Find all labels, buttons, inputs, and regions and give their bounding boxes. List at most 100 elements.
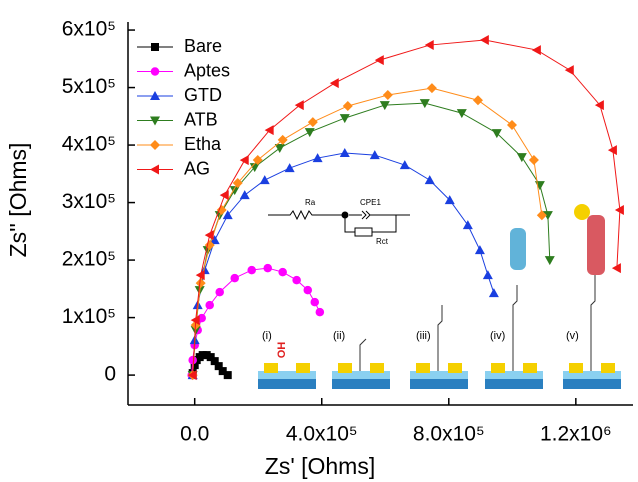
series-line [192,102,551,376]
y-tick-label: 0 [104,363,116,386]
data-point [198,351,207,360]
data-point [259,175,270,185]
data-point [479,35,489,46]
data-point [216,205,227,216]
step-label: (iii) [416,330,431,342]
data-point [202,351,211,360]
data-point [206,353,215,362]
data-point [204,230,214,241]
data-point [232,178,243,189]
data-point [491,129,502,139]
y-tick-label: 4x10⁵ [62,133,116,156]
data-point [444,195,455,205]
data-point [426,83,437,94]
legend-marker [150,164,159,175]
data-point [264,125,274,136]
step-label: (iv) [490,330,505,342]
data-point [474,245,485,255]
data-point [307,117,318,128]
y-tick-label: 2x10⁵ [62,248,116,271]
data-point [195,270,205,281]
y-tick-label: 5x10⁵ [62,75,116,98]
data-point [379,101,390,111]
data-point [456,109,467,119]
y-axis-title: Zs'' [Ohms] [5,143,31,258]
device-illustrations [258,204,621,389]
legend-marker [150,140,160,150]
x-tick-label: 0.0 [180,423,209,446]
oh-label: OH [276,342,288,359]
data-point [190,361,199,370]
series-line [192,87,543,376]
y-tick-label: 6x10⁵ [62,18,116,41]
data-point [304,128,315,138]
step-label: (i) [262,330,272,342]
legend-marker [150,116,160,126]
data-point [230,273,239,283]
series-line [192,39,621,376]
data-point [247,265,256,275]
data-point [274,144,285,154]
data-point [312,153,323,163]
data-point [531,45,541,56]
data-point [249,163,260,173]
data-point [205,300,214,310]
data-point [239,190,250,200]
data-point [292,275,301,285]
data-point [488,288,499,298]
data-point [310,297,320,307]
data-point [278,267,287,277]
data-point [329,78,339,89]
legend-label: Bare [184,36,222,56]
data-point [472,95,483,106]
circuit-inset [268,209,410,237]
legend-label: Aptes [184,60,230,80]
data-point [277,134,288,145]
data-point [607,145,617,156]
circuit-label: Ra [305,198,316,207]
data-point [263,263,272,273]
data-point [214,362,223,371]
legend-marker [151,43,159,51]
circuit-label: Rct [376,237,389,246]
data-point [229,186,240,196]
step-label: (ii) [333,330,345,342]
data-point [222,210,233,220]
data-point [219,190,229,201]
data-point [303,285,313,295]
step-label: (v) [566,330,579,342]
legend-label: ATB [184,109,218,129]
data-point [611,263,621,274]
data-point [424,175,435,185]
data-point [284,163,295,173]
data-point [528,155,539,166]
x-tick-label: 4.0x10⁵ [286,423,358,446]
data-point [534,181,545,191]
data-point [536,210,547,221]
x-tick-label: 8.0x10⁵ [413,423,485,446]
data-point [506,119,517,130]
data-point [594,100,604,111]
legend-label: AG [184,158,210,178]
x-axis-title: Zs' [Ohms] [265,453,375,479]
y-tick-label: 1x10⁵ [62,305,116,328]
data-point [252,155,263,166]
circuit-label: CPE1 [360,198,381,207]
data-point [424,40,434,51]
data-point [482,270,493,280]
data-point [210,357,219,366]
data-point [419,99,430,109]
data-point [564,65,574,76]
legend-label: GTD [184,85,222,105]
data-point [374,55,384,66]
data-point [342,100,353,111]
legend-label: Etha [184,134,222,154]
data-point [239,155,249,166]
data-point [339,148,350,158]
data-point [369,150,380,160]
data-point [187,370,197,381]
data-point [223,371,232,380]
data-point [614,205,624,216]
data-point [339,114,350,124]
data-point [382,90,393,101]
